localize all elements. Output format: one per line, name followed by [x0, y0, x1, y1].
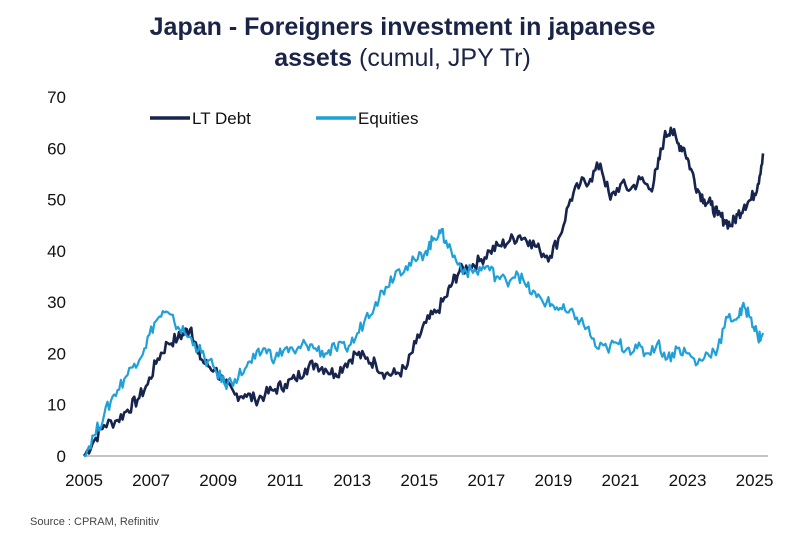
chart-title: Japan - Foreigners investment in japanes…: [0, 12, 805, 74]
y-tick-label: 60: [47, 139, 66, 158]
y-tick-label: 40: [47, 242, 66, 261]
legend-label-equities: Equities: [358, 109, 418, 128]
x-tick-label: 2005: [65, 471, 103, 490]
x-tick-label: 2023: [669, 471, 707, 490]
x-tick-label: 2009: [199, 471, 237, 490]
y-tick-label: 20: [47, 344, 66, 363]
y-tick-label: 30: [47, 293, 66, 312]
x-tick-label: 2015: [400, 471, 438, 490]
legend: LT Debt Equities: [150, 109, 418, 128]
x-tick-label: 2017: [467, 471, 505, 490]
x-tick-label: 2025: [736, 471, 774, 490]
y-tick-label: 0: [57, 447, 66, 466]
source-note: Source : CPRAM, Refinitiv: [30, 516, 159, 528]
x-tick-label: 2019: [534, 471, 572, 490]
x-tick-label: 2007: [132, 471, 170, 490]
series-line-equities: [84, 227, 765, 458]
chart-title-line2-rest: (cumul, JPY Tr): [352, 44, 531, 72]
y-tick-label: 10: [47, 396, 66, 415]
series-line-lt-debt: [82, 126, 765, 457]
y-tick-label: 70: [47, 88, 66, 107]
axes: 0 10 20 30 40 50 60 70 2005 2007 2009 2011 2013 2015 2…: [47, 88, 773, 490]
y-tick-label: 50: [47, 191, 66, 210]
chart-title-line2: assets (cumul, JPY Tr): [0, 43, 805, 74]
x-tick-label: 2011: [267, 471, 304, 490]
x-tick-label: 2021: [602, 471, 640, 490]
chart-title-line2-bold: assets: [274, 44, 353, 72]
chart-title-line1: Japan - Foreigners investment in japanes…: [149, 13, 656, 41]
legend-label-lt-debt: LT Debt: [192, 109, 251, 128]
x-tick-label: 2013: [333, 471, 371, 490]
series-group: [82, 126, 765, 458]
